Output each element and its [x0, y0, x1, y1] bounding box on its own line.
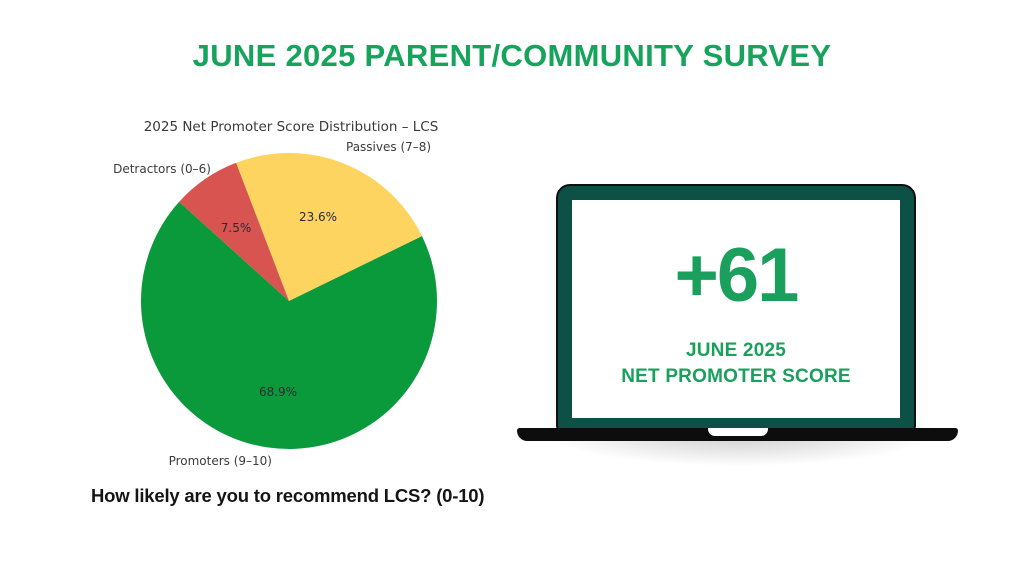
- pie-pct-detractors: 7.5%: [220, 221, 252, 235]
- nps-caption-line2: NET PROMOTER SCORE: [621, 366, 851, 387]
- page-title: JUNE 2025 PARENT/COMMUNITY SURVEY: [192, 38, 832, 73]
- pie-slice-1: [179, 162, 289, 301]
- pie-pct-promoters: 68.9%: [258, 385, 298, 399]
- nps-score-caption: JUNE 2025 NET PROMOTER SCORE: [621, 338, 851, 390]
- laptop-base: [517, 428, 958, 441]
- nps-caption-line1: JUNE 2025: [685, 340, 786, 361]
- laptop-illustration: +61 JUNE 2025 NET PROMOTER SCORE: [450, 160, 1024, 492]
- pie-pct-passives: 23.6%: [298, 210, 338, 224]
- pie-slice-2: [140, 201, 437, 449]
- nps-distribution-chart: 2025 Net Promoter Score Distribution – L…: [91, 119, 485, 506]
- laptop-display: +61 JUNE 2025 NET PROMOTER SCORE: [572, 200, 900, 418]
- laptop-screen-frame: +61 JUNE 2025 NET PROMOTER SCORE: [556, 184, 916, 430]
- chart-title: 2025 Net Promoter Score Distribution – L…: [143, 119, 439, 135]
- laptop-notch: [707, 428, 768, 436]
- nps-score-value: +61: [674, 233, 800, 318]
- pie-label-detractors: Detractors (0–6): [113, 162, 211, 176]
- pie-label-passives: Passives (7–8): [346, 140, 432, 154]
- pie-slice-0: [236, 152, 423, 301]
- pie-chart: [140, 152, 437, 449]
- pie-label-promoters: Promoters (9–10): [168, 454, 272, 468]
- survey-question: How likely are you to recommend LCS? (0-…: [91, 485, 485, 506]
